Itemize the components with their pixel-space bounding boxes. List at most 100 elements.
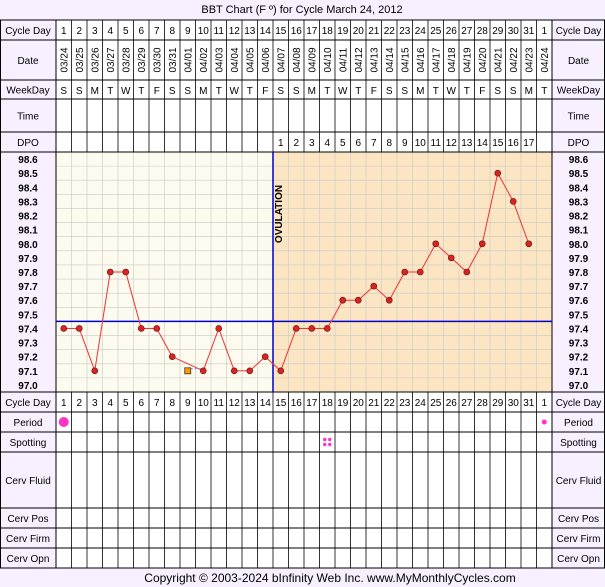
spotting-dot (328, 437, 332, 442)
row-label-right-cerv-opn: Cerv Opn (557, 554, 600, 565)
temperature-segment (218, 328, 235, 371)
cycle-day-number-bottom: 11 (214, 398, 225, 409)
weekday-label: S (293, 86, 300, 97)
weekday-label: T (216, 86, 222, 97)
weekday-label: T (138, 86, 144, 97)
spotting-dot (323, 437, 327, 442)
temperature-segment (512, 201, 530, 244)
y-tick-label: 97.9 (18, 254, 38, 265)
period-marker (541, 419, 547, 425)
temperature-segment (280, 328, 297, 371)
date-label: 04/24 (540, 47, 551, 72)
y-tick-label: 97.0 (18, 381, 38, 392)
temperature-point (137, 325, 145, 332)
cycle-day-number-bottom: 23 (399, 398, 411, 409)
row-label-cycle_day: Cycle Day (5, 398, 51, 409)
weekday-label: M (199, 86, 207, 97)
weekday-label: S (184, 86, 191, 97)
temperature-point (246, 367, 254, 375)
row-label-right-date: Date (568, 56, 590, 67)
y-tick-label: 98.1 (18, 226, 38, 237)
cycle-day-number: 30 (508, 26, 520, 37)
temperature-point (323, 325, 331, 332)
y-tick-label-right: 97.6 (569, 296, 589, 307)
cycle-day-number: 10 (198, 26, 210, 37)
cycle-day-number: 28 (477, 26, 489, 37)
cycle-day-number-bottom: 2 (76, 398, 82, 409)
temperature-point (60, 325, 68, 332)
cycle-day-number-bottom: 5 (123, 398, 129, 409)
temperature-point (370, 282, 378, 290)
temperature-segment (450, 257, 468, 273)
row-label-weekday: WeekDay (6, 86, 49, 97)
cycle-day-number: 11 (214, 26, 225, 37)
date-label: 04/10 (323, 47, 334, 72)
weekday-label: M (91, 86, 99, 97)
y-tick-label-right: 97.0 (569, 381, 589, 392)
temperature-segment (481, 173, 499, 244)
y-tick-label: 97.3 (18, 339, 38, 350)
weekday-label: F (262, 86, 268, 97)
cycle-day-number: 12 (229, 26, 241, 37)
y-tick-label-right: 98.5 (569, 169, 589, 180)
cycle-day-number: 27 (461, 26, 473, 37)
weekday-label: T (355, 86, 361, 97)
temperature-segment (125, 271, 142, 329)
temperature-point (509, 198, 517, 205)
cycle-day-number: 31 (523, 26, 535, 37)
dpo-number: 7 (371, 138, 377, 149)
cycle-day-number: 23 (399, 26, 411, 37)
dpo-number: 14 (477, 138, 489, 149)
temperature-segment (202, 328, 220, 371)
date-label: 04/17 (431, 47, 442, 72)
y-tick-label: 97.1 (18, 367, 38, 378)
discarded-temperature-point (184, 367, 192, 375)
row-label-date: Date (17, 56, 39, 67)
date-label: 03/24 (59, 47, 70, 72)
y-tick-label-right: 97.4 (569, 324, 589, 335)
cycle-day-number-bottom: 1 (541, 398, 547, 409)
weekday-label: S (494, 86, 501, 97)
date-label: 04/05 (245, 47, 256, 72)
date-label: 04/16 (416, 47, 427, 72)
temperature-point (478, 240, 486, 248)
date-label: 04/04 (230, 47, 241, 72)
cycle-day-number-bottom: 7 (154, 398, 160, 409)
weekday-label: F (371, 86, 377, 97)
cycle-day-number-bottom: 30 (508, 398, 520, 409)
chart-labels: Cycle Day Cycle Day Date Date WeekDay WeekDay… (5, 26, 601, 565)
y-tick-label-right: 97.5 (569, 310, 589, 321)
cycle-day-number: 29 (492, 26, 504, 37)
date-label: 04/18 (447, 47, 458, 72)
date-label: 04/13 (369, 47, 380, 72)
spotting-dot (323, 442, 327, 447)
date-label: 03/28 (121, 47, 132, 72)
weekday-label: S (60, 86, 67, 97)
cycle-day-number: 26 (446, 26, 458, 37)
dpo-number: 16 (508, 138, 520, 149)
date-label: 04/08 (292, 47, 303, 72)
date-label: 04/11 (338, 47, 349, 72)
y-tick-label: 98.4 (18, 183, 38, 194)
row-label-cerv-firm: Cerv Firm (6, 534, 50, 545)
temperature-point (230, 367, 238, 375)
weekday-label: W (230, 86, 240, 97)
cycle-day-number: 19 (337, 26, 349, 37)
cycle-day-number: 20 (353, 26, 365, 37)
row-label-dpo: DPO (17, 138, 39, 149)
weekday-label: M (525, 86, 533, 97)
temperature-point (354, 296, 362, 304)
cycle-day-number: 5 (123, 26, 129, 37)
temperature-segment (326, 299, 344, 329)
cycle-day-number-bottom: 16 (291, 398, 303, 409)
temperature-point (416, 268, 424, 276)
row-label-right-cycle_day: Cycle Day (556, 398, 602, 409)
cycle-day-number-bottom: 21 (368, 398, 380, 409)
date-label: 04/22 (509, 47, 520, 72)
cycle-day-number: 24 (415, 26, 427, 37)
dpo-number: 11 (431, 138, 442, 149)
weekday-label: F (154, 86, 160, 97)
cycle-day-number-bottom: 31 (523, 398, 535, 409)
temperature-segment (388, 271, 406, 301)
temperature-segment (172, 356, 204, 372)
